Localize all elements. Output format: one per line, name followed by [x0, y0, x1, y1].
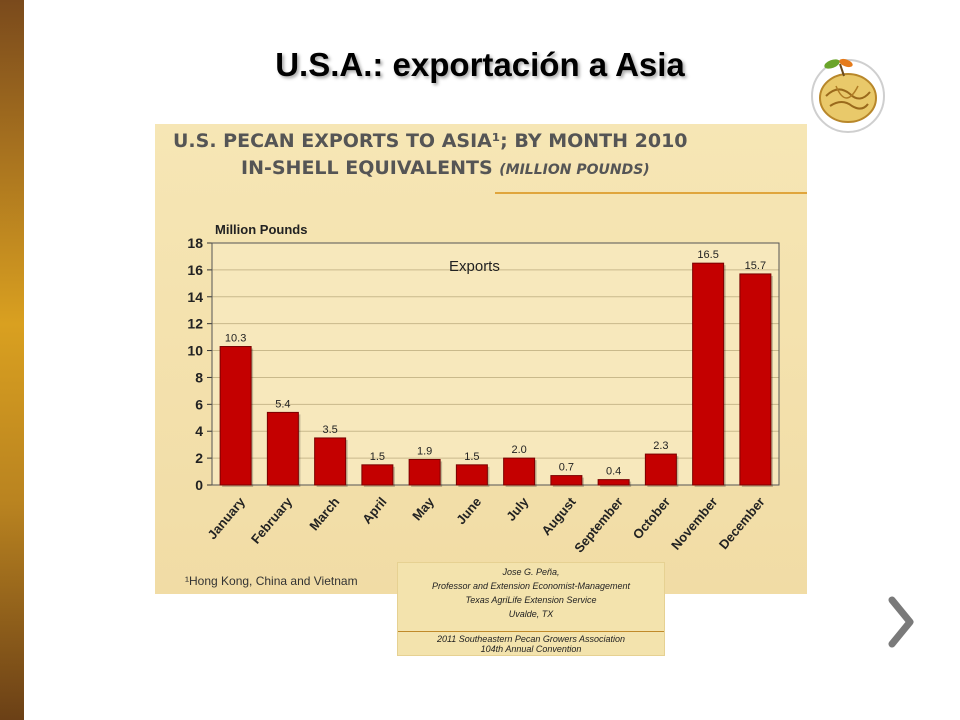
value-label: 15.7: [745, 260, 766, 272]
y-tick-label: 12: [187, 316, 203, 332]
chart-title-line2-text: IN-SHELL EQUIVALENTS: [241, 157, 493, 179]
credit-divider: [398, 631, 664, 632]
value-label: 1.9: [417, 445, 432, 457]
value-label: 5.4: [275, 398, 290, 410]
credit-event: 2011 Southeastern Pecan Growers Associat…: [436, 634, 626, 644]
value-label: 3.5: [322, 424, 337, 436]
bar: [597, 479, 630, 486]
x-tick-label: December: [716, 494, 768, 552]
author-credit-box: Jose G. Peña, Professor and Extension Ec…: [397, 562, 665, 656]
value-label: 2.3: [653, 440, 668, 452]
value-label: 16.5: [697, 249, 718, 261]
credit-place: Uvalde, TX: [508, 609, 554, 619]
credit-convention: 104th Annual Convention: [480, 644, 582, 654]
left-decorative-strip: [0, 0, 24, 720]
pecan-logo-icon: [811, 58, 885, 133]
inner-label: Exports: [449, 258, 500, 275]
bar: [408, 458, 441, 486]
credit-role: Professor and Extension Economist-Manage…: [431, 581, 631, 591]
x-tick-label: September: [571, 494, 626, 555]
slide-title: U.S.A.: exportación a Asia: [275, 46, 685, 83]
chart-title-line2: IN-SHELL EQUIVALENTS (MILLION POUNDS): [173, 155, 688, 184]
x-tick-label: February: [248, 494, 296, 547]
credit-org: Texas AgriLife Extension Service: [465, 595, 597, 605]
y-tick-label: 18: [187, 235, 203, 251]
chart-title-units: (MILLION POUNDS): [499, 162, 650, 178]
plot-area: [212, 243, 779, 485]
value-label: 10.3: [225, 333, 246, 345]
y-tick-label: 10: [187, 343, 203, 359]
y-tick-label: 14: [187, 289, 203, 305]
bar: [739, 273, 772, 486]
chart-title: U.S. PECAN EXPORTS TO ASIA¹; BY MONTH 20…: [173, 128, 688, 184]
y-tick-label: 2: [195, 450, 203, 466]
x-tick-label: August: [538, 494, 579, 538]
x-tick-label: April: [359, 494, 390, 526]
y-tick-label: 8: [195, 369, 203, 385]
chevron-right-icon[interactable]: [886, 594, 918, 650]
credit-name: Jose G. Peña,: [502, 567, 560, 577]
bar: [550, 475, 583, 486]
bar: [455, 464, 488, 486]
bar: [644, 453, 677, 486]
x-tick-label: November: [668, 494, 720, 552]
x-tick-label: January: [204, 494, 248, 542]
x-tick-label: March: [306, 494, 342, 533]
x-tick-label: July: [503, 494, 532, 524]
value-label: 1.5: [370, 451, 385, 463]
x-tick-label: May: [409, 494, 437, 524]
value-label: 1.5: [464, 451, 479, 463]
bar: [692, 262, 725, 486]
bar: [361, 464, 394, 486]
bar-chart: 0 2 4 6 8 10 12 14 16 18 Million Pounds Exports 10.3…: [187, 222, 780, 555]
value-label: 0.7: [559, 462, 574, 474]
bar: [503, 457, 536, 486]
chart-panel: U.S. PECAN EXPORTS TO ASIA¹; BY MONTH 20…: [155, 124, 807, 594]
y-tick-label: 6: [195, 396, 203, 412]
bar: [219, 346, 252, 486]
x-tick-label: October: [630, 494, 674, 542]
bar: [314, 437, 347, 486]
y-tick-label: 4: [195, 423, 203, 439]
title-underline: [495, 192, 807, 194]
plot-frame: [211, 242, 780, 486]
x-tick-label: June: [453, 494, 484, 527]
y-tick-label: 0: [195, 477, 203, 493]
value-label: 0.4: [606, 466, 621, 478]
y-axis-label: Million Pounds: [215, 222, 307, 237]
value-label: 2.0: [511, 444, 526, 456]
chart-footnote: ¹Hong Kong, China and Vietnam: [185, 574, 358, 588]
chart-title-line1: U.S. PECAN EXPORTS TO ASIA¹; BY MONTH 20…: [173, 130, 688, 152]
bar: [266, 411, 299, 486]
y-tick-label: 16: [187, 262, 203, 278]
